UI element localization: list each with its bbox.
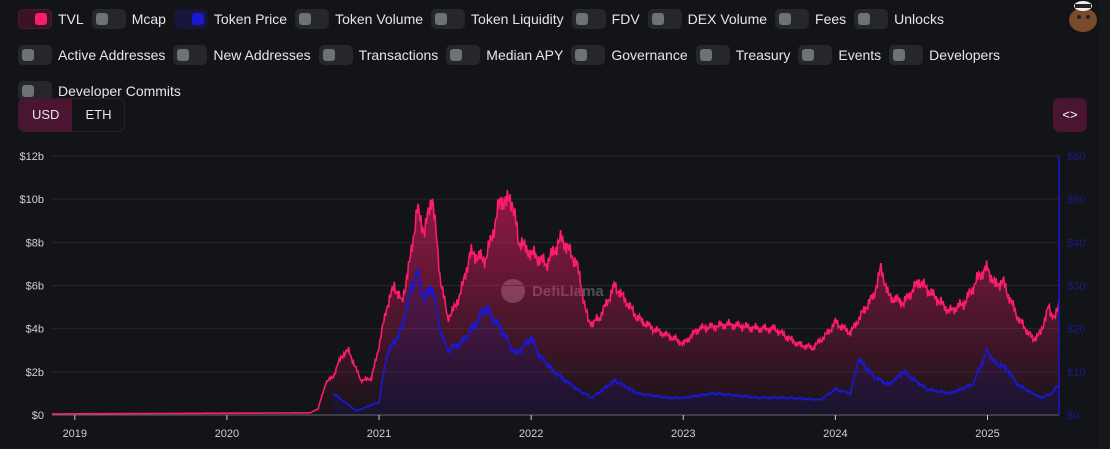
toggle-transactions[interactable]: Transactions — [318, 45, 439, 65]
user-avatar[interactable] — [1065, 0, 1101, 33]
toggle-label: Governance — [611, 47, 688, 63]
left-axis-tick-label: $6b — [26, 281, 44, 293]
left-axis-tick-label: $4b — [26, 324, 44, 336]
toggle-switch[interactable] — [571, 9, 606, 29]
toggle-switch[interactable] — [854, 9, 889, 29]
toggle-switch[interactable] — [91, 9, 126, 29]
currency-usd-button[interactable]: USD — [19, 99, 73, 131]
tvl-line — [52, 190, 1060, 415]
toggle-label: Events — [838, 47, 882, 63]
toggle-switch[interactable] — [571, 45, 606, 65]
x-tick-label: 2022 — [519, 428, 543, 440]
left-axis-tick-label: $0 — [32, 410, 44, 422]
toggle-treasury[interactable]: Treasury — [695, 45, 791, 65]
toggle-label: Treasury — [735, 47, 791, 63]
toggle-switch[interactable] — [798, 45, 833, 65]
toggle-label: Token Volume — [335, 11, 424, 27]
right-axis-tick-label: $60 — [1067, 151, 1085, 163]
page-scrollbar[interactable] — [1099, 0, 1110, 449]
toggle-token-price[interactable]: Token Price — [173, 9, 288, 29]
x-tick-label: 2019 — [63, 428, 87, 440]
toggle-label: TVL — [58, 11, 84, 27]
toggle-label: Transactions — [358, 47, 439, 63]
left-axis-tick-label: $8b — [26, 237, 44, 249]
left-axis-tick-label: $12b — [20, 151, 44, 163]
tvl-price-chart[interactable]: $0 $2b $4b $6b $8b $10b $12b $0 $10 $20 $30 $40 $50 $… — [0, 140, 1100, 449]
toggle-new-addresses[interactable]: New Addresses — [173, 45, 311, 65]
right-axis-tick-label: $20 — [1067, 324, 1085, 336]
toggle-label: Median APY — [486, 47, 564, 63]
toggle-fees[interactable]: Fees — [775, 9, 846, 29]
toggle-switch[interactable] — [775, 9, 810, 29]
embed-code-button[interactable]: <> — [1053, 98, 1087, 132]
right-axis-tick-label: $50 — [1067, 194, 1085, 206]
toggle-label: Developers — [929, 47, 1000, 63]
toggle-mcap[interactable]: Mcap — [91, 9, 166, 29]
toggle-switch[interactable] — [431, 9, 466, 29]
right-axis-tick-label: $10 — [1067, 367, 1085, 379]
toggle-switch[interactable] — [18, 81, 52, 101]
price-area — [333, 268, 1059, 415]
toggle-token-volume[interactable]: Token Volume — [295, 9, 423, 29]
toggle-label: Fees — [815, 11, 847, 27]
toggle-median-apy[interactable]: Median APY — [446, 45, 563, 65]
toggle-label: Token Price — [213, 11, 288, 27]
toggle-label: Active Addresses — [58, 47, 166, 63]
toggle-label: FDV — [611, 11, 640, 27]
toggle-dex-volume[interactable]: DEX Volume — [647, 9, 768, 29]
toggle-switch[interactable] — [889, 45, 924, 65]
toggle-label: Mcap — [131, 11, 166, 27]
toggle-switch[interactable] — [695, 45, 730, 65]
x-tick-label: 2020 — [215, 428, 239, 440]
toggle-active-addresses[interactable]: Active Addresses — [18, 45, 165, 65]
toggle-switch[interactable] — [173, 9, 208, 29]
toggle-label: New Addresses — [213, 47, 311, 63]
toggle-governance[interactable]: Governance — [571, 45, 688, 65]
right-axis-tick-label: $40 — [1067, 237, 1085, 249]
toggle-label: DEX Volume — [687, 11, 768, 27]
toggle-unlocks[interactable]: Unlocks — [854, 9, 944, 29]
toggle-switch[interactable] — [446, 45, 481, 65]
x-tick-label: 2023 — [671, 428, 695, 440]
metric-toggles: TVL Mcap Token Price Token Volume Token Liqu… — [18, 9, 1028, 101]
toggle-developers[interactable]: Developers — [889, 45, 1000, 65]
toggle-switch[interactable] — [647, 9, 682, 29]
x-tick-label: 2021 — [367, 428, 391, 440]
toggle-developer-commits[interactable]: Developer Commits — [18, 81, 181, 101]
toggle-token-liquidity[interactable]: Token Liquidity — [431, 9, 564, 29]
toggle-label: Unlocks — [894, 11, 944, 27]
x-tick-label: 2024 — [823, 428, 847, 440]
tvl-area — [52, 190, 1059, 415]
toggle-tvl[interactable]: TVL — [18, 9, 84, 29]
toggle-switch[interactable] — [295, 9, 330, 29]
left-axis-tick-label: $10b — [20, 194, 44, 206]
currency-eth-button[interactable]: ETH — [85, 107, 112, 122]
left-axis-tick-label: $2b — [26, 367, 44, 379]
toggle-fdv[interactable]: FDV — [571, 9, 640, 29]
toggle-switch[interactable] — [173, 45, 208, 65]
toggle-switch[interactable] — [18, 45, 52, 65]
right-axis-tick-label: $0 — [1067, 410, 1079, 422]
toggle-switch[interactable] — [318, 45, 353, 65]
right-axis-tick-label: $30 — [1067, 281, 1085, 293]
x-tick-label: 2025 — [975, 428, 999, 440]
toggle-label: Token Liquidity — [471, 11, 564, 27]
token-price-line — [333, 268, 1060, 412]
toggle-switch[interactable] — [18, 9, 52, 29]
currency-selector: USD ETH — [18, 98, 126, 132]
toggle-events[interactable]: Events — [798, 45, 881, 65]
toggle-label: Developer Commits — [58, 83, 181, 99]
